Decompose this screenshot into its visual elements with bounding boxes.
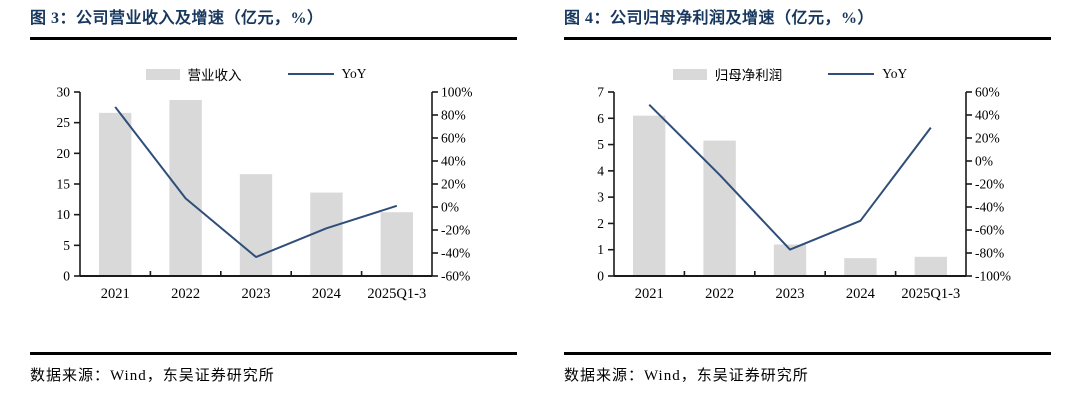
- bar-2021: [633, 115, 666, 277]
- yoy-line: [114, 106, 398, 259]
- left-axis-label: 25: [57, 115, 71, 130]
- bar-2021: [99, 112, 132, 276]
- revenue-growth-chart: 0 5 10 15 20 25 30 100% 80% 60% 40% 20% 0% -20% -40% -6…: [57, 86, 473, 302]
- x-axis-label: 2025Q1-3: [367, 286, 426, 302]
- revenue-chart-panel: 图 3：公司营业收入及增速（亿元，%） 营业收入 YoY 0 5 10 15 20 25 3…: [0, 0, 540, 385]
- legend-item-bar: 归母净利润: [672, 64, 783, 84]
- right-axis-label: -40%: [441, 246, 470, 261]
- bar-2022: [169, 99, 202, 277]
- bar-legend-label: 营业收入: [187, 68, 242, 83]
- legend-revenue: 营业收入 YoY: [30, 64, 482, 84]
- net-profit-growth-chart: 0 1 2 3 4 5 6 7 60% 40% 20% 0% -20% -40% -60% -80% -100%…: [597, 86, 1011, 302]
- x-axis-label: 2024: [846, 286, 876, 302]
- bar-2025Q1-3: [380, 212, 413, 276]
- left-axis-label: 10: [57, 207, 71, 222]
- right-axis-label: 80%: [441, 108, 466, 123]
- line-legend-label: YoY: [341, 66, 367, 81]
- bar-2025Q1-3: [914, 256, 947, 276]
- title-rule: [564, 37, 1051, 40]
- line-swatch-icon: [287, 73, 334, 75]
- x-axis-label: 2023: [776, 286, 805, 302]
- legend-item-bar: 营业收入: [145, 64, 242, 84]
- right-axis-label: -40%: [975, 200, 1004, 215]
- x-axis-label: 2024: [312, 286, 342, 302]
- line-legend-label: YoY: [882, 66, 908, 81]
- right-axis-label: 100%: [441, 86, 473, 100]
- title-rule: [30, 37, 517, 40]
- data-source: 数据来源：Wind，东吴证券研究所: [564, 368, 809, 384]
- right-axis-label: 40%: [441, 154, 466, 169]
- left-axis-label: 3: [597, 190, 604, 205]
- left-axis-label: 20: [57, 146, 71, 161]
- x-axis-label: 2022: [705, 286, 734, 302]
- left-axis-label: 6: [597, 111, 604, 126]
- right-axis-label: 60%: [441, 131, 466, 146]
- bar-2022: [703, 140, 736, 276]
- right-axis-label: -20%: [975, 177, 1004, 192]
- right-axis-label: -100%: [975, 269, 1011, 284]
- right-axis-label: -20%: [441, 223, 470, 238]
- line-swatch-icon: [828, 73, 875, 75]
- legend-net-profit: 归母净利润 YoY: [564, 64, 1016, 84]
- bar-2024: [310, 192, 343, 276]
- left-axis-label: 4: [597, 163, 604, 178]
- right-axis-label: 20%: [441, 177, 466, 192]
- right-axis-label: 40%: [975, 108, 1000, 123]
- yoy-line: [648, 103, 932, 251]
- left-axis-label: 30: [57, 86, 71, 100]
- left-axis-label: 0: [597, 269, 604, 284]
- right-axis-label: -60%: [975, 223, 1004, 238]
- bar-swatch-icon: [672, 68, 707, 80]
- right-axis-label: -80%: [975, 246, 1004, 261]
- x-axis-label: 2025Q1-3: [901, 286, 960, 302]
- left-axis-label: 0: [63, 269, 70, 284]
- left-axis-label: 1: [597, 242, 604, 257]
- bar-2024: [844, 258, 877, 276]
- right-axis-label: 20%: [975, 131, 1000, 146]
- data-source: 数据来源：Wind，东吴证券研究所: [30, 368, 275, 384]
- legend-item-line: YoY: [828, 66, 907, 82]
- bar-legend-label: 归母净利润: [714, 68, 783, 83]
- left-axis-label: 5: [63, 238, 70, 253]
- x-axis-label: 2023: [242, 286, 271, 302]
- x-axis-label: 2021: [635, 286, 664, 302]
- report-figures-row: 图 3：公司营业收入及增速（亿元，%） 营业收入 YoY 0 5 10 15 20 25 3…: [0, 0, 1080, 385]
- chart-title-net-profit: 图 4：公司归母净利润及增速（亿元，%）: [564, 10, 875, 27]
- right-axis-label: -60%: [441, 269, 470, 284]
- bar-swatch-icon: [145, 68, 180, 80]
- right-axis-label: 0%: [975, 154, 993, 169]
- left-axis-label: 2: [597, 216, 604, 231]
- left-axis-label: 7: [597, 86, 604, 100]
- x-axis-label: 2022: [171, 286, 200, 302]
- left-axis-label: 5: [597, 137, 604, 152]
- chart-title-revenue: 图 3：公司营业收入及增速（亿元，%）: [30, 10, 324, 27]
- bar-2023: [239, 174, 273, 276]
- right-axis-label: 60%: [975, 86, 1000, 100]
- right-axis-label: 0%: [441, 200, 459, 215]
- footer-rule: [564, 352, 1051, 355]
- footer-rule: [30, 352, 517, 355]
- x-axis-label: 2021: [101, 286, 130, 302]
- left-axis-label: 15: [57, 177, 71, 192]
- legend-item-line: YoY: [287, 66, 367, 82]
- net-profit-chart-panel: 图 4：公司归母净利润及增速（亿元，%） 归母净利润 YoY 0 1 2 3 4 5 6 7 6…: [540, 0, 1080, 385]
